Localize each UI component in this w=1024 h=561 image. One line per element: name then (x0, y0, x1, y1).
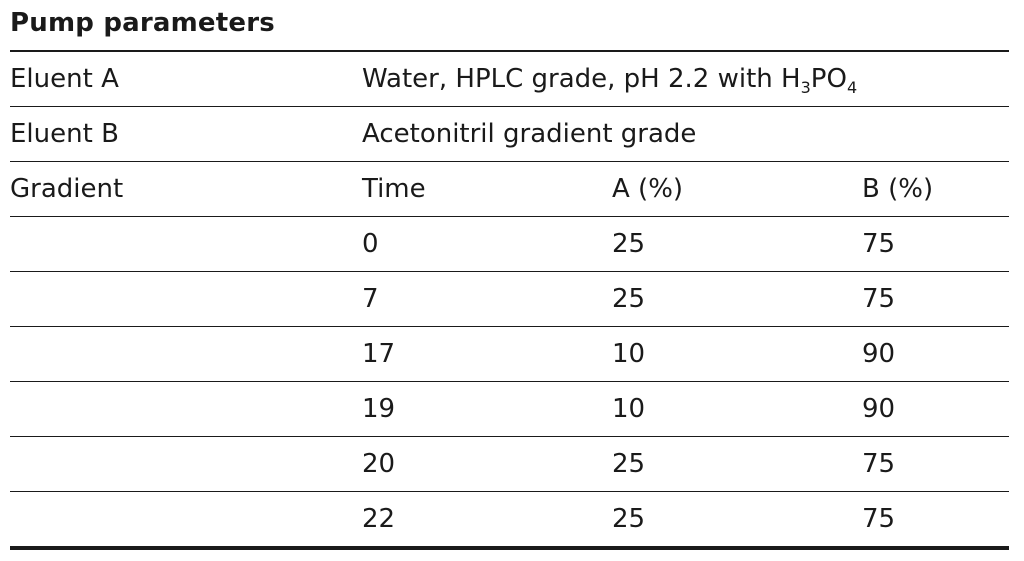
gradient-header-row: Gradient Time A (%) B (%) (10, 161, 1010, 217)
gradient-header-b: B (%) (862, 161, 1010, 217)
gradient-a-cell: 10 (612, 326, 862, 382)
gradient-a-cell: 25 (612, 504, 646, 534)
gradient-b-cell: 90 (862, 326, 1010, 382)
gradient-a-cell: 25 (612, 216, 862, 272)
gradient-label: Gradient (10, 161, 362, 217)
gradient-row: 17 10 90 (10, 326, 1010, 382)
gradient-b-cell: 75 (862, 436, 1010, 492)
gradient-row-spacer (10, 216, 362, 272)
page-title: Pump parameters (10, 8, 275, 38)
eluent-a-label: Eluent A (10, 51, 362, 107)
gradient-row-spacer (10, 492, 362, 549)
gradient-row: 19 10 90 (10, 381, 1010, 437)
eluent-b-label: Eluent B (10, 106, 362, 162)
gradient-time-cell: 20 (362, 436, 612, 492)
gradient-row: 0 25 75 (10, 216, 1010, 272)
eluent-a-sub-3: 3 (800, 78, 811, 97)
gradient-time-cell: 19 (362, 381, 612, 437)
eluent-b-row: Eluent B Acetonitril gradient grade (10, 106, 1010, 162)
eluent-b-value: Acetonitril gradient grade (362, 106, 1010, 162)
pump-parameters-table: Eluent A Water, HPLC grade, pH 2.2 with … (10, 50, 1010, 550)
gradient-a-cell: 25 (612, 436, 862, 492)
gradient-a-cell: 10 (612, 381, 862, 437)
eluent-a-value-text: Water, HPLC grade, pH 2.2 with H (362, 64, 801, 94)
gradient-b-cell: 75 (862, 216, 1010, 272)
eluent-a-row: Eluent A Water, HPLC grade, pH 2.2 with … (10, 51, 1010, 107)
gradient-row: 22 25 75 (10, 492, 1009, 549)
gradient-time-cell: 17 (362, 326, 612, 382)
gradient-b-cell: 75 (862, 504, 896, 534)
gradient-row: 7 25 75 (10, 271, 1010, 327)
eluent-a-value: Water, HPLC grade, pH 2.2 with H3PO4 (362, 51, 1010, 107)
gradient-a-cell: 25 (612, 271, 862, 327)
gradient-time-cell: 22 (362, 504, 396, 534)
eluent-a-po: PO (810, 64, 847, 94)
gradient-b-cell: 90 (862, 381, 1010, 437)
gradient-row-spacer (10, 271, 362, 327)
gradient-time-cell: 7 (362, 271, 612, 327)
gradient-row: 20 25 75 (10, 436, 1010, 492)
gradient-header-time: Time (362, 161, 612, 217)
gradient-header-a: A (%) (612, 161, 862, 217)
eluent-a-sub-4: 4 (846, 78, 858, 97)
gradient-row-spacer (10, 381, 362, 437)
gradient-time-cell: 0 (362, 216, 612, 272)
gradient-b-cell: 75 (862, 271, 1010, 327)
gradient-row-spacer (10, 326, 362, 382)
gradient-row-spacer (10, 436, 362, 492)
